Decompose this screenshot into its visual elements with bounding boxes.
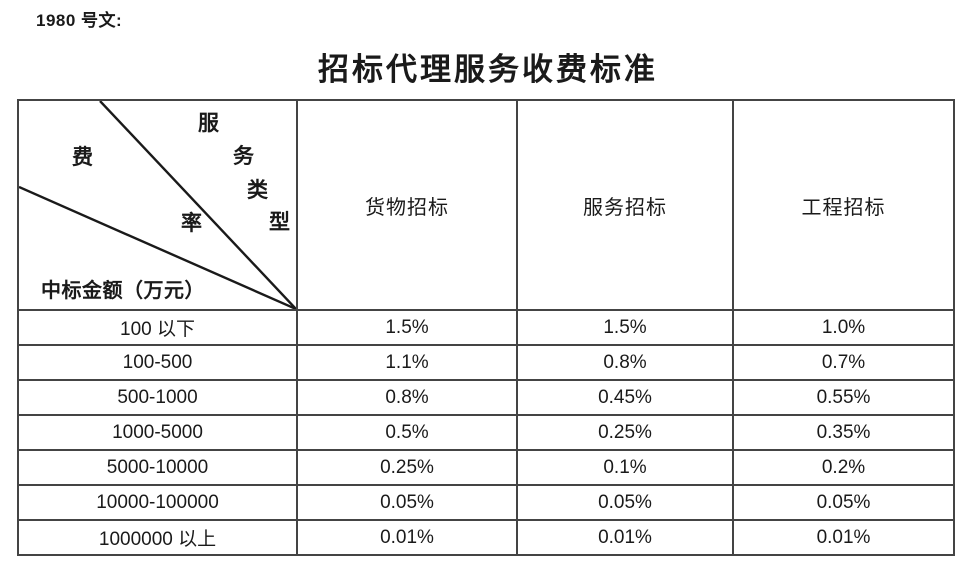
document-ref-number: 1980 号文:	[36, 11, 123, 30]
rate-cell: 0.01%	[296, 519, 518, 556]
rate-cell: 0.2%	[732, 449, 955, 486]
rate-cell: 0.05%	[516, 484, 734, 521]
page-title: 招标代理服务收费标准	[318, 52, 658, 87]
rate-cell: 0.25%	[296, 449, 518, 486]
rate-cell: 0.45%	[516, 379, 734, 416]
rate-cell: 1.0%	[732, 309, 955, 346]
rate-cell: 0.35%	[732, 414, 955, 451]
table-row: 1000-5000 0.5% 0.25% 0.35%	[17, 414, 955, 451]
amount-range-cell: 100 以下	[17, 309, 298, 346]
amount-range-cell: 1000-5000	[17, 414, 298, 451]
corner-label-fee-rate-char: 率	[181, 211, 202, 235]
table-row: 100 以下 1.5% 1.5% 1.0%	[17, 309, 955, 346]
column-header-engineering-bidding: 工程招标	[732, 99, 955, 311]
column-header-goods-bidding: 货物招标	[296, 99, 518, 311]
rate-cell: 0.8%	[516, 344, 734, 381]
rate-cell: 0.55%	[732, 379, 955, 416]
table-header: 服 务 类 型 费 率 中标金额（万元） 货物招标 服务招标 工程招标	[17, 99, 955, 311]
table-row: 10000-100000 0.05% 0.05% 0.05%	[17, 484, 955, 521]
corner-label-service-type-char: 服	[198, 111, 219, 135]
amount-range-cell: 1000000 以上	[17, 519, 298, 556]
corner-label-bid-amount: 中标金额（万元）	[41, 280, 205, 302]
rate-cell: 0.1%	[516, 449, 734, 486]
diagonal-divider-lines	[20, 102, 295, 308]
rate-cell: 0.25%	[516, 414, 734, 451]
rate-cell: 0.7%	[732, 344, 955, 381]
table-row: 1000000 以上 0.01% 0.01% 0.01%	[17, 519, 955, 556]
rate-cell: 0.8%	[296, 379, 518, 416]
table-row: 100-500 1.1% 0.8% 0.7%	[17, 344, 955, 381]
rate-cell: 1.5%	[516, 309, 734, 346]
header-row: 服 务 类 型 费 率 中标金额（万元） 货物招标 服务招标 工程招标	[17, 99, 955, 311]
rate-cell: 0.01%	[732, 519, 955, 556]
diagonal-corner-cell: 服 务 类 型 费 率 中标金额（万元）	[17, 99, 298, 311]
amount-range-cell: 5000-10000	[17, 449, 298, 486]
rate-cell: 0.01%	[516, 519, 734, 556]
corner-label-service-type-char: 型	[269, 210, 290, 234]
corner-label-fee-rate-char: 费	[72, 145, 93, 169]
amount-range-cell: 10000-100000	[17, 484, 298, 521]
rate-cell: 0.5%	[296, 414, 518, 451]
corner-label-service-type-char: 务	[233, 144, 254, 168]
rate-cell: 0.05%	[732, 484, 955, 521]
amount-range-cell: 100-500	[17, 344, 298, 381]
table-body: 100 以下 1.5% 1.5% 1.0% 100-500 1.1% 0.8% …	[17, 309, 955, 556]
amount-range-cell: 500-1000	[17, 379, 298, 416]
table-row: 500-1000 0.8% 0.45% 0.55%	[17, 379, 955, 416]
corner-label-service-type-char: 类	[247, 178, 268, 202]
rate-cell: 1.5%	[296, 309, 518, 346]
fee-standard-table: 服 务 类 型 费 率 中标金额（万元） 货物招标 服务招标 工程招标 100 …	[17, 99, 955, 556]
table-row: 5000-10000 0.25% 0.1% 0.2%	[17, 449, 955, 486]
rate-cell: 0.05%	[296, 484, 518, 521]
rate-cell: 1.1%	[296, 344, 518, 381]
column-header-service-bidding: 服务招标	[516, 99, 734, 311]
